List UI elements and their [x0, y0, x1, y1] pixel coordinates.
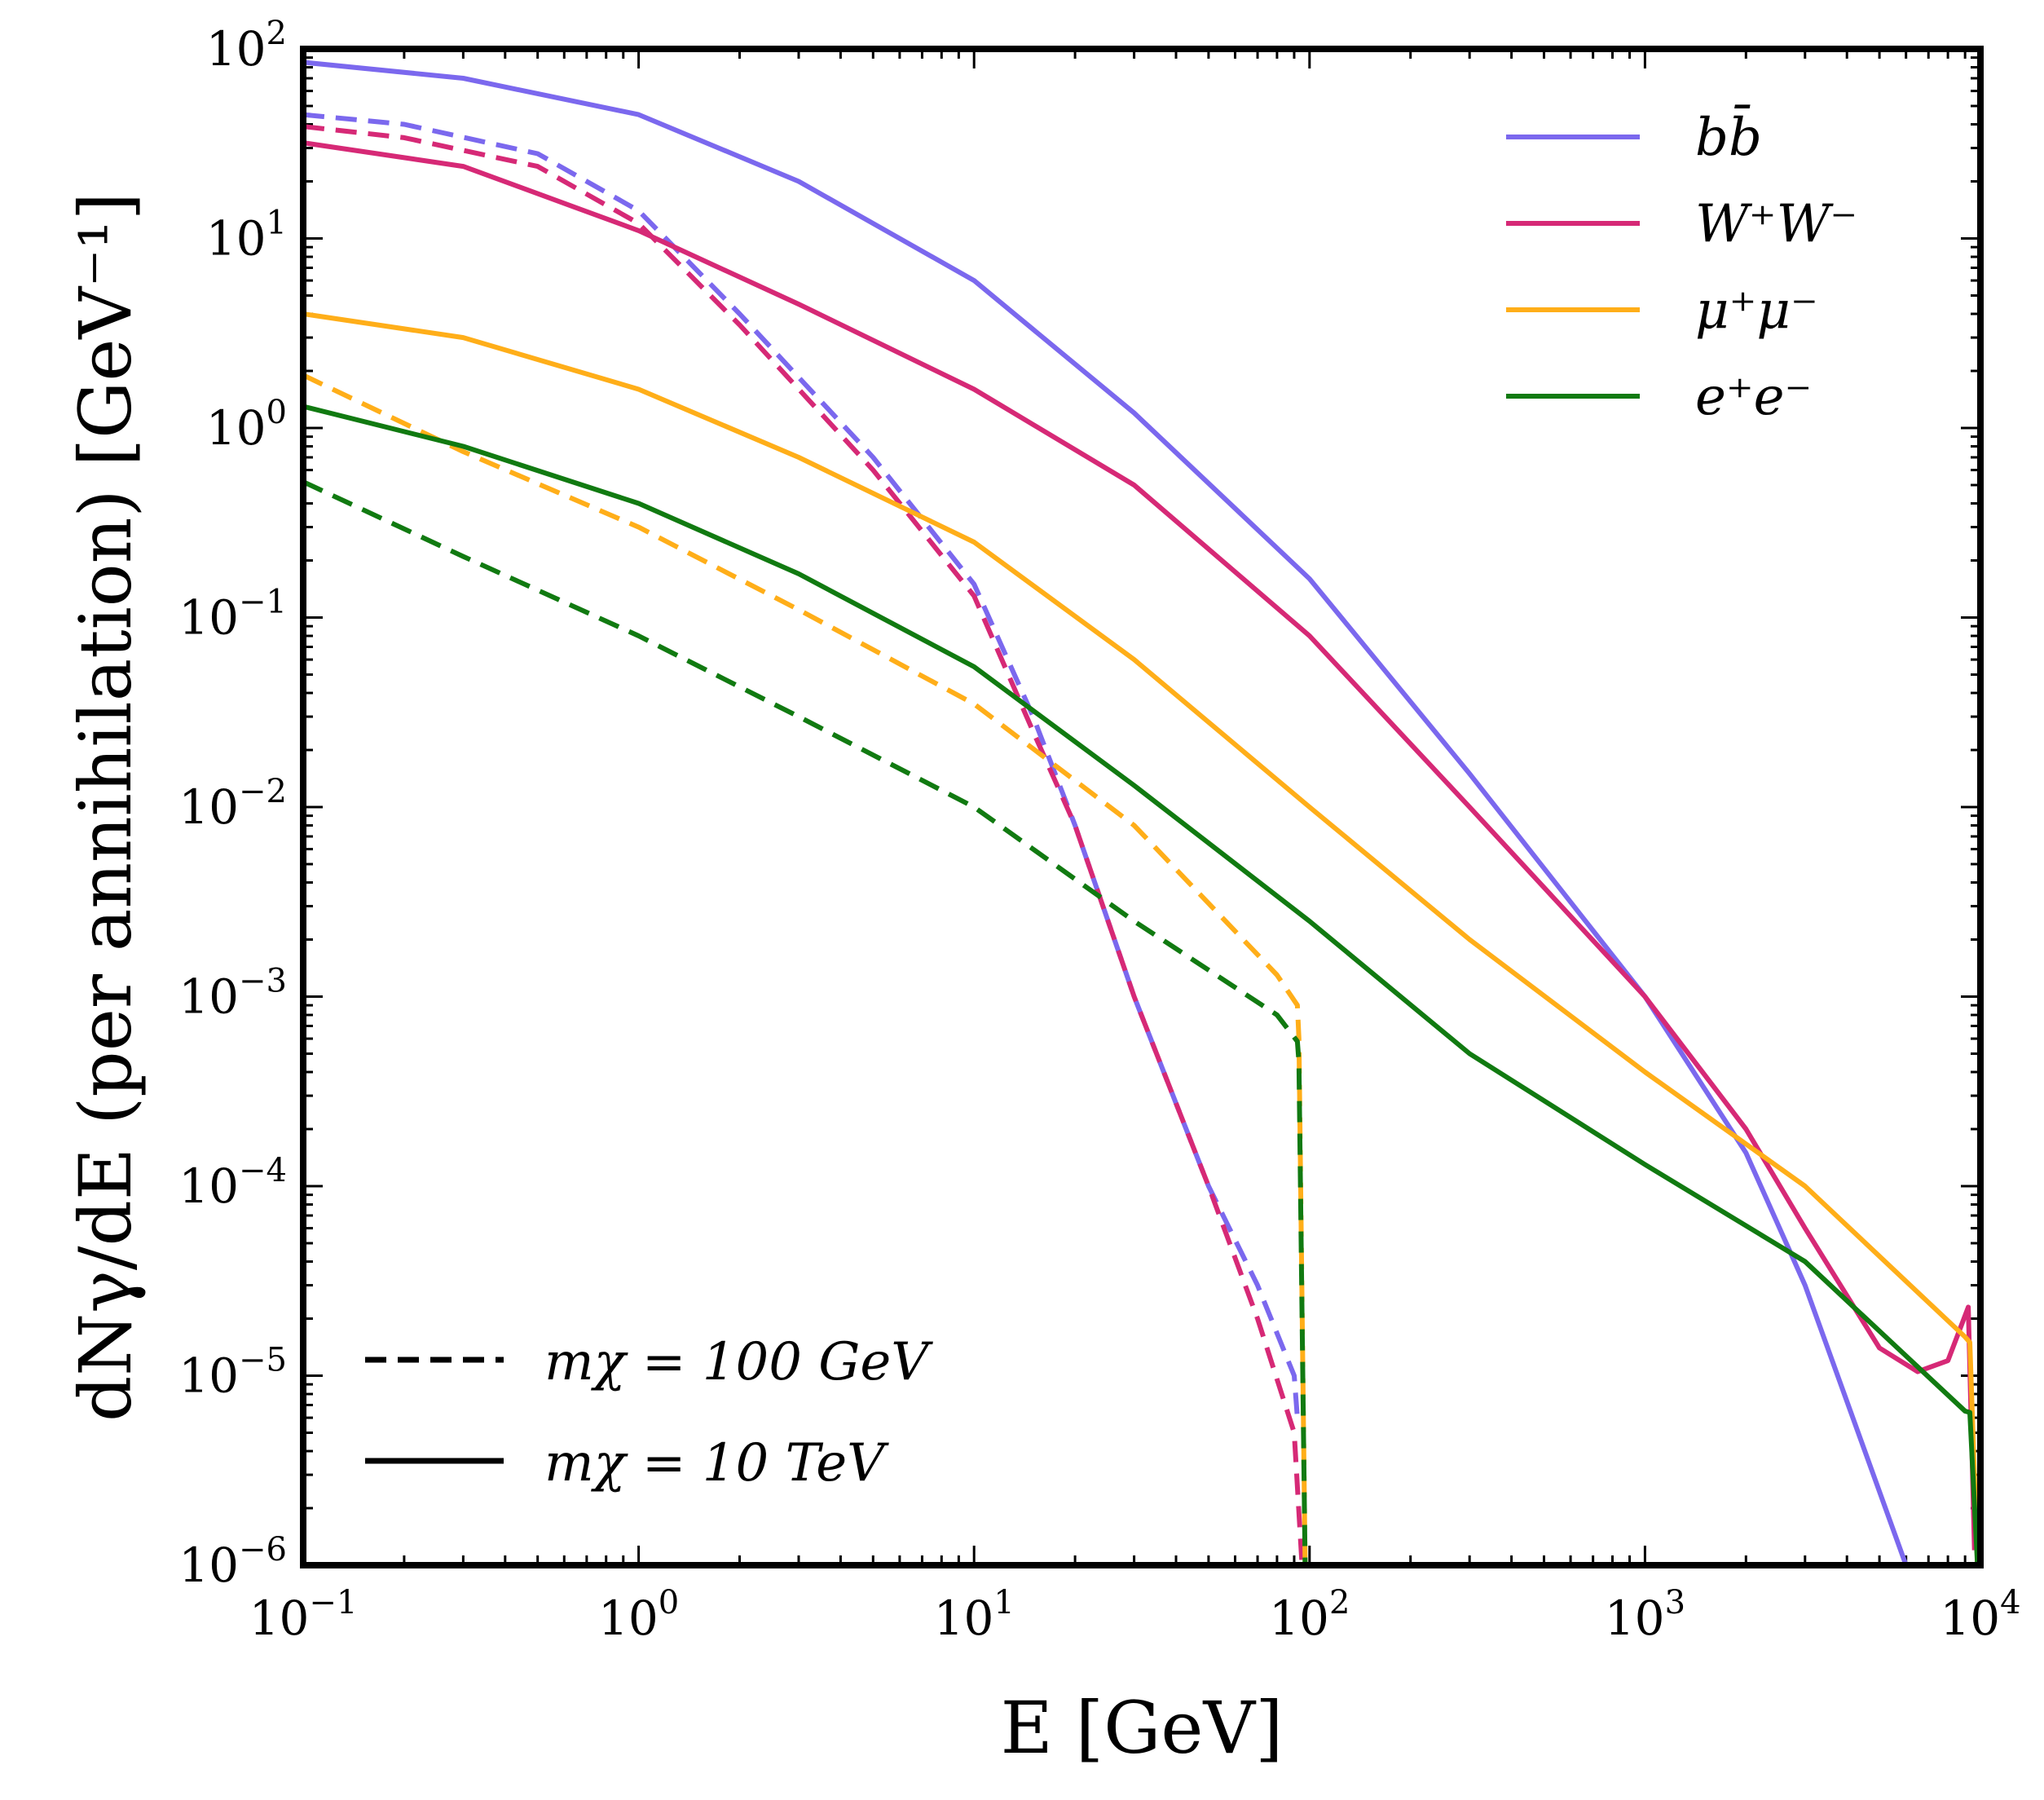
series-line: μ⁺μ⁻, mχ = 100 GeV [303, 373, 1308, 1565]
series-line: μ⁺μ⁻, mχ = 10 TeV [303, 311, 1980, 1565]
series-line: W⁺W⁻, mχ = 100 GeV [303, 124, 1305, 1565]
channel-legend-label: e⁺e⁻ [1695, 367, 1812, 427]
y-tick-label: 10−1 [178, 584, 287, 646]
series-line: bb̄, mχ = 100 GeV [303, 112, 1300, 1418]
plot-frame [300, 46, 1984, 1568]
mass-legend-label: mχ = 10 TeV [544, 1433, 889, 1493]
channel-legend: bb̄ W⁺W⁻ μ⁺μ⁻ e⁺e⁻ [1506, 104, 1857, 427]
channel-legend-label: bb̄ [1695, 104, 1762, 168]
series-line: e⁺e⁻, mχ = 100 GeV [303, 479, 1308, 1565]
channel-legend-label: W⁺W⁻ [1695, 194, 1857, 254]
y-axis-title: dNγ/dE (per annihilation) [GeV⁻¹] [64, 192, 148, 1422]
mass-legend: mχ = 100 GeV mχ = 10 TeV [365, 1332, 933, 1493]
y-tick-label: 10−2 [178, 773, 287, 835]
x-axis-title: E [GeV] [1001, 1686, 1284, 1770]
series-line: e⁺e⁻, mχ = 10 TeV [303, 404, 1980, 1565]
mass-legend-label: mχ = 100 GeV [544, 1332, 933, 1392]
channel-legend-label: μ⁺μ⁻ [1695, 280, 1818, 341]
x-tick-label: 100 [598, 1584, 679, 1646]
series-layer: bb̄, mχ = 10 TeVbb̄, mχ = 100 GeVW⁺W⁻, m… [303, 60, 1980, 1565]
series-line: bb̄, mχ = 10 TeV [303, 60, 1909, 1565]
series-line: W⁺W⁻, mχ = 10 TeV [303, 140, 1977, 1551]
